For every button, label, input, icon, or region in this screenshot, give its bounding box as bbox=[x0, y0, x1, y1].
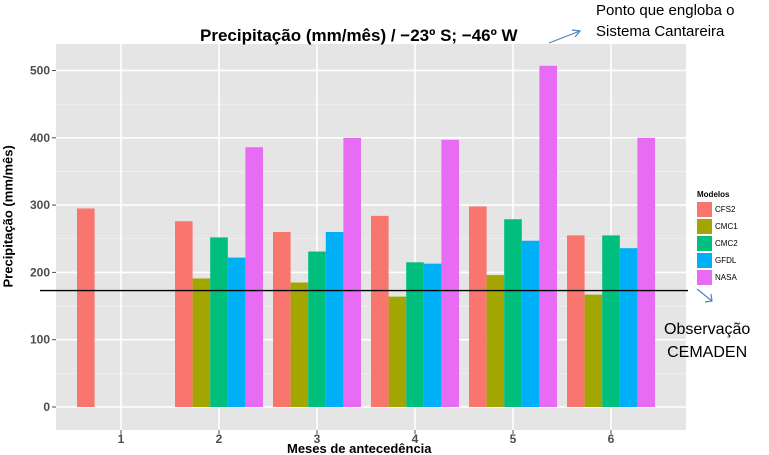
bar-nasa bbox=[441, 139, 459, 407]
y-axis: 0 100 200 300 400 500 bbox=[30, 64, 56, 414]
arrow-head bbox=[571, 29, 582, 38]
y-tick-label: 500 bbox=[30, 64, 50, 78]
legend-label: CFS2 bbox=[715, 205, 736, 214]
bar-nasa bbox=[343, 137, 361, 408]
y-tick-label: 400 bbox=[30, 131, 50, 145]
annotation-line: Observação bbox=[664, 321, 751, 338]
legend-label: CMC1 bbox=[715, 222, 738, 231]
annotation-arrows bbox=[548, 29, 713, 303]
x-tick-label: 1 bbox=[118, 432, 125, 446]
legend-items: CFS2 CMC1 CMC2 GFDL NASA bbox=[697, 201, 738, 286]
legend-item: CMC1 bbox=[697, 218, 738, 235]
annotation-line: Sistema Cantareira bbox=[596, 23, 725, 40]
legend-key bbox=[697, 270, 712, 285]
bar-cmc2 bbox=[406, 262, 424, 407]
bar-gfdl bbox=[521, 240, 540, 407]
legend-item: CMC2 bbox=[697, 235, 738, 252]
bar-cmc2 bbox=[210, 237, 228, 407]
bar-cmc2 bbox=[602, 235, 620, 407]
y-tick-label: 300 bbox=[30, 198, 50, 212]
bar-nasa bbox=[245, 147, 263, 408]
legend-key bbox=[697, 236, 712, 251]
bar-nasa bbox=[637, 137, 655, 408]
x-tick-label: 5 bbox=[510, 432, 517, 446]
bars bbox=[77, 65, 655, 408]
legend-item: CFS2 bbox=[697, 201, 738, 218]
bar-cfs2 bbox=[273, 232, 291, 407]
y-tick-label: 200 bbox=[30, 265, 50, 279]
legend-title: Modelos bbox=[697, 190, 730, 199]
bar-gfdl bbox=[619, 248, 638, 407]
legend-key bbox=[697, 202, 712, 217]
x-tick-label: 4 bbox=[412, 432, 419, 446]
legend-label: NASA bbox=[715, 273, 737, 282]
arrow-line bbox=[548, 30, 581, 44]
y-tick-label: 100 bbox=[30, 333, 50, 347]
x-tick-label: 3 bbox=[314, 432, 321, 446]
bar-gfdl bbox=[423, 263, 442, 407]
bar-gfdl bbox=[325, 232, 344, 407]
bar-cfs2 bbox=[175, 221, 193, 407]
bar-cfs2 bbox=[77, 208, 95, 407]
legend-label: CMC2 bbox=[715, 239, 738, 248]
x-tick-label: 6 bbox=[608, 432, 615, 446]
y-axis-label: Precipitação (mm/mês) bbox=[0, 145, 16, 288]
legend-key bbox=[697, 253, 712, 268]
legend-key bbox=[697, 219, 712, 234]
grid-lines bbox=[56, 44, 686, 430]
bar-gfdl bbox=[227, 257, 246, 407]
annotation-observacao: Observação CEMADEN bbox=[664, 318, 750, 364]
chart-title: Precipitação (mm/mês) / −23º S; −46º W bbox=[200, 26, 518, 45]
bar-cfs2 bbox=[567, 235, 585, 407]
bar-cmc1 bbox=[388, 296, 407, 407]
legend-item: NASA bbox=[697, 269, 738, 286]
bar-cfs2 bbox=[469, 206, 487, 407]
y-tick-label: 0 bbox=[43, 400, 50, 414]
annotation-sistema-cantareira: Ponto que engloba o Sistema Cantareira bbox=[596, 0, 734, 42]
annotation-line: Ponto que engloba o bbox=[596, 2, 735, 19]
bar-cmc2 bbox=[308, 251, 326, 407]
bar-cmc2 bbox=[504, 219, 522, 407]
legend-item: GFDL bbox=[697, 252, 738, 269]
bar-cfs2 bbox=[371, 215, 389, 407]
legend-label: GFDL bbox=[715, 256, 737, 265]
x-tick-label: 2 bbox=[216, 432, 223, 446]
bar-nasa bbox=[539, 65, 557, 407]
x-axis: 1 2 3 4 5 6 bbox=[118, 430, 615, 446]
bar-cmc1 bbox=[290, 282, 309, 407]
bar-cmc1 bbox=[486, 275, 505, 407]
legend: Modelos CFS2 CMC1 CMC2 GFDL NASA bbox=[697, 190, 738, 286]
arrow-line bbox=[696, 288, 713, 302]
arrow-head bbox=[704, 293, 713, 303]
annotation-line: CEMADEN bbox=[667, 344, 748, 361]
x-axis-label: Meses de antecedência bbox=[287, 441, 432, 455]
bar-cmc1 bbox=[584, 294, 603, 407]
bar-cmc1 bbox=[192, 278, 211, 407]
